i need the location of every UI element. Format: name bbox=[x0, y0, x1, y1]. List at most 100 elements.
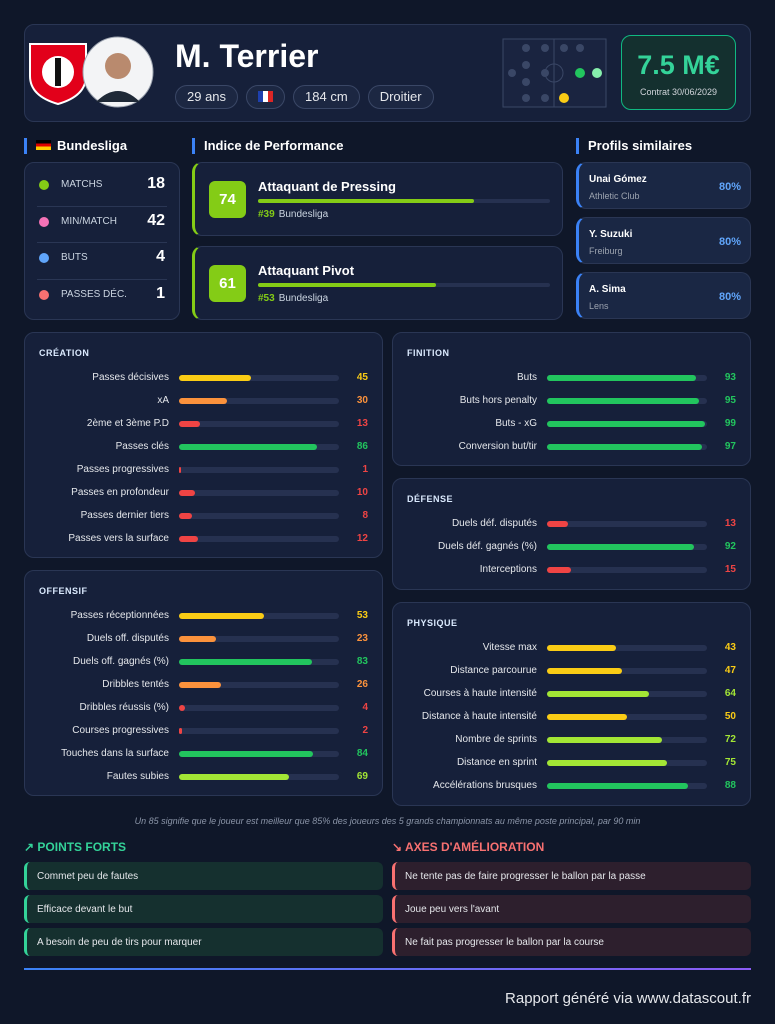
stat-bar bbox=[547, 521, 568, 527]
similar-card[interactable]: Unai Gómez Athletic Club 80% bbox=[576, 162, 751, 209]
stat-value: 4 bbox=[156, 248, 165, 265]
stat-bar bbox=[547, 691, 650, 697]
stat-label: Duels déf. gagnés (%) bbox=[438, 541, 537, 552]
stat-bar bbox=[179, 490, 195, 496]
performance-role: Attaquant de Pressing bbox=[258, 179, 396, 194]
stat-label: Conversion but/tir bbox=[458, 441, 537, 452]
similar-title: Profils similaires bbox=[576, 138, 692, 154]
stat-track bbox=[547, 444, 707, 450]
stat-label: PASSES DÉC. bbox=[61, 288, 127, 300]
stat-bar bbox=[547, 421, 706, 427]
section-card: CRÉATION Passes décisives 45 xA 30 2ème et 3è… bbox=[24, 332, 383, 558]
divider bbox=[24, 968, 751, 970]
list-item: A besoin de peu de tirs pour marquer bbox=[24, 928, 383, 956]
flag bbox=[246, 85, 286, 109]
market-value: 7.5 M€ bbox=[637, 50, 720, 80]
stat-track bbox=[547, 398, 707, 404]
stat-value: 1 bbox=[362, 464, 368, 475]
stat-bar bbox=[179, 751, 314, 757]
similar-score: 80% bbox=[718, 236, 741, 248]
stat-value: 13 bbox=[724, 518, 736, 529]
stat-icon bbox=[39, 180, 49, 190]
list-item: Commet peu de fautes bbox=[24, 862, 383, 890]
stat-track bbox=[179, 467, 339, 473]
section-title: OFFENSIF bbox=[39, 586, 88, 596]
stat-value: 26 bbox=[356, 679, 368, 690]
stat-track bbox=[179, 513, 339, 519]
stat-bar bbox=[547, 737, 663, 743]
club-logo bbox=[29, 43, 87, 106]
stat-bar bbox=[179, 728, 183, 734]
stat-bar bbox=[179, 398, 227, 404]
rank-league: Bundesliga bbox=[278, 209, 329, 220]
stat-bar bbox=[547, 645, 616, 651]
stat-track bbox=[179, 398, 339, 404]
stat-value: 92 bbox=[724, 541, 736, 552]
section-title: PHYSIQUE bbox=[407, 618, 458, 628]
stat-value: 50 bbox=[724, 711, 736, 722]
stat-value: 69 bbox=[356, 771, 368, 782]
stat-bar bbox=[179, 467, 181, 473]
stat-track bbox=[179, 375, 339, 381]
stat-label: Distance parcourue bbox=[450, 665, 537, 676]
rank-league: Bundesliga bbox=[278, 293, 329, 304]
stat-label: Touches dans la surface bbox=[61, 748, 169, 759]
stat-value: 8 bbox=[362, 510, 368, 521]
similar-name: Y. Suzuki bbox=[589, 229, 633, 240]
section-card: PHYSIQUE Vitesse max 43 Distance parcourue 4… bbox=[392, 602, 751, 806]
separator bbox=[37, 205, 167, 207]
tag: 29 ans bbox=[175, 85, 239, 109]
similar-card[interactable]: A. Sima Lens 80% bbox=[576, 272, 751, 319]
stat-icon bbox=[39, 289, 49, 300]
stat-bar bbox=[547, 567, 571, 573]
stat-bar bbox=[547, 668, 623, 674]
stat-label: Buts - xG bbox=[495, 418, 537, 429]
performance-bar bbox=[258, 199, 475, 203]
stat-label: Passes décisives bbox=[92, 372, 169, 383]
stat-track bbox=[547, 714, 707, 720]
performance-rank: #53 Bundesliga bbox=[258, 293, 328, 304]
stat-bar bbox=[547, 714, 627, 720]
list-item: Ne tente pas de faire progresser le ball… bbox=[392, 862, 751, 890]
performance-role: Attaquant Pivot bbox=[258, 263, 355, 278]
similar-club: Athletic Club bbox=[589, 191, 640, 201]
stat-bar bbox=[547, 375, 696, 381]
stat-bar bbox=[179, 636, 216, 642]
stat-value: 88 bbox=[724, 780, 736, 791]
stat-label: Dribbles réussis (%) bbox=[79, 702, 169, 713]
league-title: Bundesliga bbox=[57, 138, 128, 153]
stat-label: Duels off. gagnés (%) bbox=[73, 656, 169, 667]
stat-value: 18 bbox=[147, 175, 165, 192]
stat-value: 4 bbox=[362, 702, 368, 713]
stat-track bbox=[179, 613, 339, 619]
stat-value: 99 bbox=[724, 418, 736, 429]
player-tags: 29 ans 184 cm Droitier bbox=[175, 85, 442, 109]
stat-label: 2ème et 3ème P.D bbox=[86, 418, 169, 429]
stat-label: BUTS bbox=[61, 252, 88, 263]
performance-bar bbox=[258, 283, 437, 287]
stat-value: 10 bbox=[356, 487, 368, 498]
improvements-header: ↘ AXES D'AMÉLIORATION bbox=[392, 840, 545, 854]
section-card: FINITION Buts 93 Buts hors penalty 95 Buts - … bbox=[392, 332, 751, 466]
stat-icon bbox=[39, 216, 49, 227]
stat-value: 15 bbox=[724, 564, 736, 575]
stat-track bbox=[547, 421, 707, 427]
stat-bar bbox=[179, 421, 200, 427]
stat-bar bbox=[547, 398, 699, 404]
player-name: M. Terrier bbox=[175, 38, 319, 74]
stat-bar bbox=[547, 783, 688, 789]
stat-label: Passes en profondeur bbox=[71, 487, 169, 498]
stat-bar bbox=[179, 375, 251, 381]
stat-value: 13 bbox=[356, 418, 368, 429]
similar-card[interactable]: Y. Suzuki Freiburg 80% bbox=[576, 217, 751, 264]
stat-label: Fautes subies bbox=[106, 771, 169, 782]
tag: 184 cm bbox=[293, 85, 360, 109]
stat-value: 75 bbox=[724, 757, 736, 768]
stat-value: 64 bbox=[724, 688, 736, 699]
stat-value: 72 bbox=[724, 734, 736, 745]
stat-track bbox=[547, 521, 707, 527]
stat-label: Distance en sprint bbox=[456, 757, 537, 768]
stat-track bbox=[179, 774, 339, 780]
stat-value: 23 bbox=[356, 633, 368, 644]
